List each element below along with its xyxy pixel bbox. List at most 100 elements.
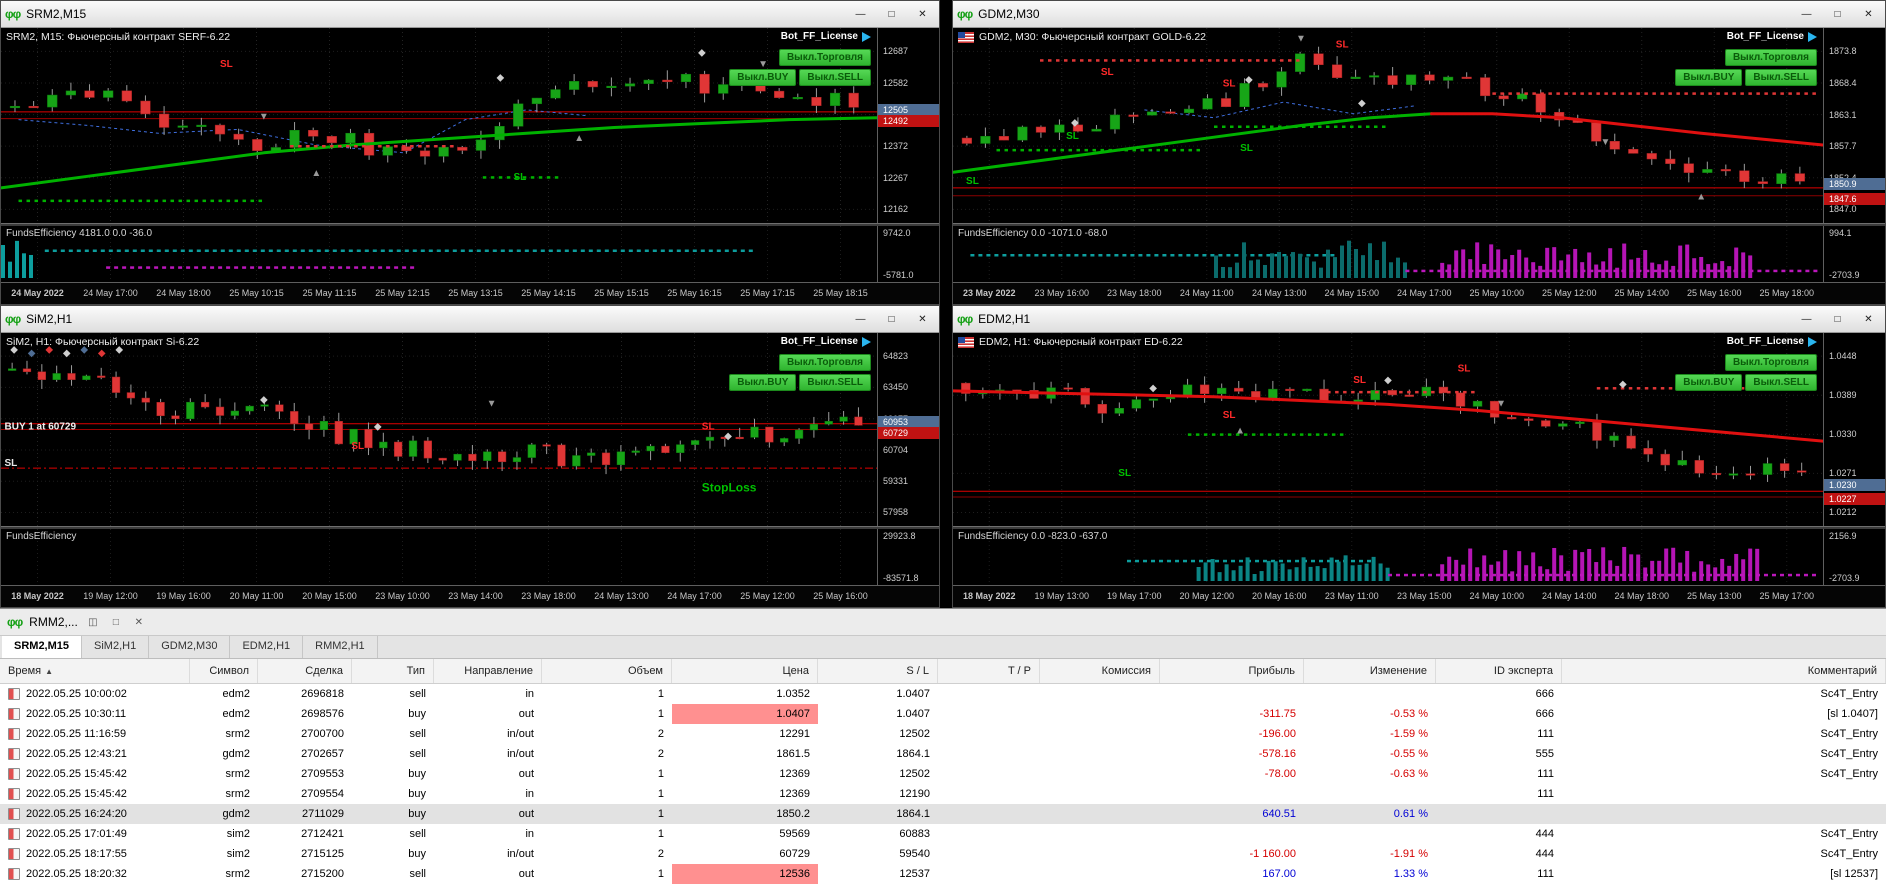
maximize-button[interactable]: □ [888,8,895,20]
cell-tp [938,764,1040,784]
time-axis-label: 25 May 15:15 [594,288,649,298]
close-button[interactable]: ✕ [918,313,927,325]
svg-text:◆: ◆ [698,47,706,58]
table-row[interactable]: 2022.05.25 18:17:55 sim2 2715125 buy in/out 2… [0,844,1886,864]
svg-text:▲: ▲ [311,168,321,179]
price-scale-label: 64823 [883,351,909,362]
time-axis-label: 25 May 18:00 [1759,288,1815,298]
cell-id: 111 [1537,768,1554,780]
window-titlebar[interactable]: φφ GDM2,M30 — □ ✕ [953,1,1885,28]
cell-vol: 1 [657,708,664,720]
window-titlebar[interactable]: φφ EDM2,H1 — □ ✕ [953,306,1885,333]
close-button[interactable]: ✕ [1864,8,1873,20]
toggle-trade-button[interactable]: Выкл.Торговля [1724,49,1817,66]
price-scale[interactable]: 1.0230 1.0227 1.0448 1.0389 1.0330 1.0271 1.… [1823,333,1885,526]
minimize-button[interactable]: — [855,313,866,325]
minimize-button[interactable]: — [1801,313,1812,325]
toggle-buy-button[interactable]: Выкл.BUY [729,69,797,86]
column-header-dir[interactable]: Направление [434,659,542,683]
toolbox-title: RMM2,... [29,615,78,629]
price-scale[interactable]: 12505 12492 1268712582124771237212267121… [877,28,939,223]
toggle-buy-button[interactable]: Выкл.BUY [1675,69,1743,86]
price-scale[interactable]: 1850.9 1847.6 1873.8 1868.4 1863.1 1857.7 18… [1823,28,1885,223]
subwindow-splitter[interactable] [1,223,939,226]
toggle-trade-button[interactable]: Выкл.Торговля [1724,354,1817,371]
chart-plot-area[interactable]: EDM2, H1: Фьючерсный контракт ED-6.22 Bo… [953,333,1823,526]
close-button[interactable]: ✕ [918,8,927,20]
column-header-vol[interactable]: Объем [542,659,672,683]
tab-rmm2-h1[interactable]: RMM2,H1 [303,636,378,658]
column-header-price[interactable]: Цена [672,659,818,683]
chart-plot-area[interactable]: SRM2, M15: Фьючерсный контракт SERF-6.22… [1,28,877,223]
close-button[interactable]: ✕ [1864,313,1873,325]
minimize-button[interactable]: — [1801,8,1812,20]
table-row[interactable]: 2022.05.25 15:45:42 srm2 2709554 buy in 1 1236… [0,784,1886,804]
cell-id: 666 [1535,708,1554,720]
indicator-max-label: 9742.0 [883,228,911,238]
maximize-button[interactable]: □ [888,313,895,325]
license-wing-icon [1808,31,1817,42]
column-header-deal[interactable]: Сделка [258,659,352,683]
tab-edm2-h1[interactable]: EDM2,H1 [230,636,304,658]
ea-buttons: Выкл.Торговля Выкл.BUY Выкл.SELL [729,354,871,391]
chart-plot-area[interactable]: SiM2, H1: Фьючерсный контракт Si-6.22 Bo… [1,333,877,526]
column-header-tp[interactable]: T / P [938,659,1040,683]
toggle-buy-button[interactable]: Выкл.BUY [729,374,797,391]
tab-gdm2-m30[interactable]: GDM2,M30 [149,636,231,658]
table-row[interactable]: 2022.05.25 16:24:20 gdm2 2711029 buy out 1 185… [0,804,1886,824]
table-row[interactable]: 2022.05.25 17:01:49 sim2 2712421 sell in 1 595… [0,824,1886,844]
table-row[interactable]: 2022.05.25 15:45:42 srm2 2709553 buy out 1 123… [0,764,1886,784]
indicator-min-label: -5781.0 [883,270,914,280]
time-axis-label: 25 May 14:00 [1614,288,1670,298]
subwindow-splitter[interactable] [1,526,939,529]
indicator-label: FundsEfficiency 0.0 -823.0 -637.0 [958,531,1108,542]
column-header-sym[interactable]: Символ [190,659,258,683]
cell-sym: gdm2 [222,748,250,760]
maximize-button[interactable]: □ [1834,8,1841,20]
column-header-chg[interactable]: Изменение [1304,659,1436,683]
ea-buttons: Выкл.Торговля Выкл.BUY Выкл.SELL [729,49,871,86]
price-scale[interactable]: 60953 60729 6482363450620776070459331579… [877,333,939,526]
time-axis[interactable]: 23 May 2022 23 May 16:00 23 May 18:00 24 Ma… [953,282,1885,304]
svg-text:SL: SL [702,422,715,433]
minimize-button[interactable]: — [855,8,866,20]
maximize-button[interactable]: □ [1834,313,1841,325]
table-row[interactable]: 2022.05.25 10:30:11 edm2 2698576 buy out 1 1.0… [0,704,1886,724]
float-panel-icon[interactable]: ◫ [88,616,98,628]
cell-chg: -0.63 % [1390,768,1428,780]
tab-srm2-m15[interactable]: SRM2,M15 [2,636,83,658]
toggle-trade-button[interactable]: Выкл.Торговля [778,49,871,66]
table-row[interactable]: 2022.05.25 11:16:59 srm2 2700700 sell in/out… [0,724,1886,744]
table-row[interactable]: 2022.05.25 10:00:02 edm2 2696818 sell in 1 1.0… [0,684,1886,704]
time-axis-label: 24 May 17:00 [83,288,138,298]
toggle-sell-button[interactable]: Выкл.SELL [1745,374,1817,391]
chart-plot-area[interactable]: GDM2, M30: Фьючерсный контракт GOLD-6.22… [953,28,1823,223]
table-row[interactable]: 2022.05.25 12:43:21 gdm2 2702657 sell in/out… [0,744,1886,764]
column-header-id[interactable]: ID эксперта [1436,659,1562,683]
toggle-buy-button[interactable]: Выкл.BUY [1675,374,1743,391]
column-header-comm[interactable]: Комиссия [1040,659,1160,683]
toggle-sell-button[interactable]: Выкл.SELL [799,374,871,391]
column-header-typ[interactable]: Тип [352,659,434,683]
maximize-panel-icon[interactable]: □ [112,616,119,628]
subwindow-splitter[interactable] [953,223,1885,226]
cell-profit: 640.51 [1262,808,1296,820]
window-titlebar[interactable]: φφ SRM2,M15 — □ ✕ [1,1,939,28]
time-axis[interactable]: 18 May 2022 19 May 13:00 19 May 17:00 20 Ma… [953,585,1885,607]
toggle-sell-button[interactable]: Выкл.SELL [799,69,871,86]
toggle-trade-button[interactable]: Выкл.Торговля [778,354,871,371]
table-row[interactable]: 2022.05.25 18:20:32 srm2 2715200 sell out 1 12… [0,864,1886,884]
column-header-t[interactable]: Время ▲ [0,659,190,683]
ea-buttons: Выкл.Торговля Выкл.BUY Выкл.SELL [1675,49,1817,86]
time-axis[interactable]: 18 May 2022 19 May 12:00 19 May 16:00 20 Ma… [1,585,939,607]
column-header-profit[interactable]: Прибыль [1160,659,1304,683]
tab-sim2-h1[interactable]: SiM2,H1 [82,636,150,658]
toggle-sell-button[interactable]: Выкл.SELL [1745,69,1817,86]
toolbox-titlebar[interactable]: φφ RMM2,... ◫ □ ✕ [0,609,1886,636]
column-header-sl[interactable]: S / L [818,659,938,683]
column-header-cmt[interactable]: Комментарий [1562,659,1886,683]
subwindow-splitter[interactable] [953,526,1885,529]
window-titlebar[interactable]: φφ SiM2,H1 — □ ✕ [1,306,939,333]
close-panel-icon[interactable]: ✕ [134,616,144,628]
time-axis[interactable]: 24 May 2022 24 May 17:00 24 May 18:00 25 Ma… [1,282,939,304]
